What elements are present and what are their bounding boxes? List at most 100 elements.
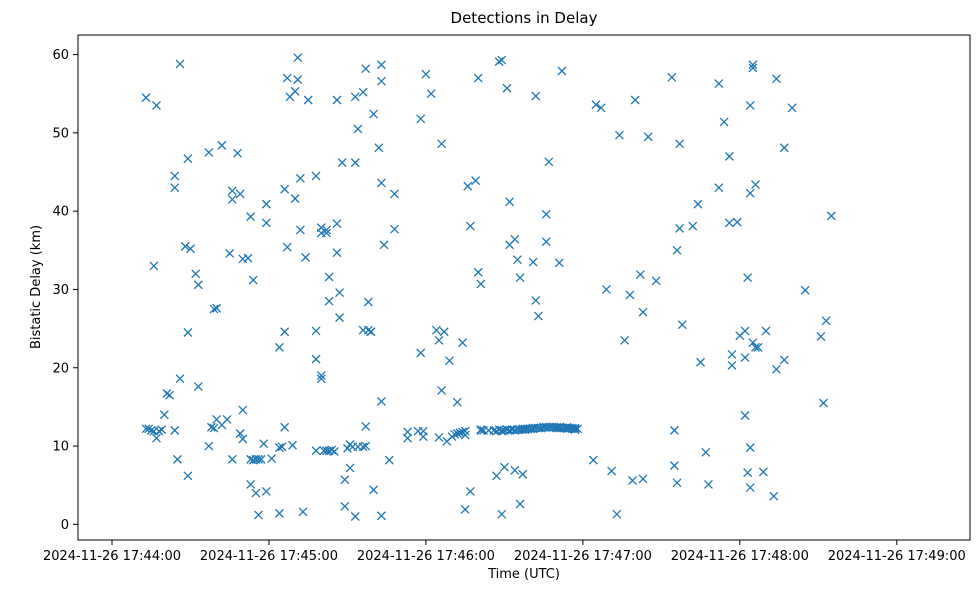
data-point	[180, 241, 190, 251]
data-point	[322, 225, 331, 235]
data-point	[350, 92, 360, 102]
data-point	[193, 280, 203, 290]
data-point	[819, 398, 828, 408]
data-point	[745, 101, 755, 110]
data-point	[175, 59, 185, 69]
data-point	[204, 147, 214, 157]
data-point	[186, 244, 195, 254]
data-point	[251, 488, 261, 498]
data-point	[473, 73, 483, 83]
data-point	[225, 248, 235, 258]
data-point	[361, 64, 371, 74]
data-point	[816, 331, 826, 341]
x-tick-label: 2024-11-26 17:48:00	[671, 549, 809, 564]
data-point	[554, 258, 564, 268]
data-point	[144, 424, 154, 434]
data-point	[376, 60, 386, 70]
data-point	[751, 342, 760, 352]
data-point	[358, 442, 368, 452]
data-point	[274, 508, 284, 518]
data-point	[531, 295, 541, 305]
data-point	[533, 311, 543, 321]
data-point	[518, 469, 528, 479]
data-point	[369, 109, 379, 119]
data-point	[601, 284, 611, 294]
data-point	[358, 87, 368, 97]
data-point	[233, 148, 243, 158]
data-point	[497, 55, 507, 65]
data-point	[259, 439, 269, 449]
data-point	[460, 430, 470, 440]
data-point	[727, 349, 737, 359]
data-point	[751, 180, 760, 190]
data-point	[295, 225, 305, 235]
data-point	[311, 354, 321, 364]
y-tick-label: 30	[52, 283, 69, 298]
data-point	[465, 221, 475, 231]
data-point	[379, 240, 389, 250]
data-point	[724, 151, 734, 161]
data-point	[256, 454, 266, 464]
data-point	[280, 184, 290, 194]
data-point	[714, 79, 724, 89]
data-point	[288, 440, 297, 450]
data-point	[384, 455, 394, 465]
data-point	[669, 461, 679, 471]
data-point	[280, 422, 290, 432]
data-point	[452, 429, 462, 438]
data-point	[505, 197, 515, 207]
data-point	[769, 491, 779, 501]
data-point	[719, 117, 729, 127]
data-point	[183, 471, 193, 481]
data-point	[667, 72, 677, 82]
data-point	[311, 326, 321, 336]
data-point	[149, 261, 159, 271]
data-point	[437, 385, 447, 395]
data-point	[204, 441, 214, 451]
data-point	[335, 313, 345, 323]
data-point	[298, 507, 308, 517]
data-point	[159, 410, 169, 420]
data-point	[327, 445, 337, 455]
x-tick-label: 2024-11-26 17:49:00	[828, 549, 966, 564]
data-point	[274, 342, 284, 352]
data-point	[460, 505, 470, 514]
data-point	[651, 276, 661, 286]
data-point	[460, 426, 470, 436]
data-point	[209, 304, 219, 314]
data-point	[748, 60, 758, 70]
data-point	[311, 171, 321, 181]
data-point	[350, 512, 360, 521]
chart-title: Detections in Delay	[451, 9, 598, 27]
data-point	[510, 234, 520, 244]
plot-area-frame	[77, 34, 971, 541]
data-point	[499, 462, 509, 472]
data-point	[246, 212, 256, 222]
data-point	[363, 297, 373, 307]
data-point	[416, 114, 426, 124]
data-point	[183, 154, 193, 164]
data-point	[183, 328, 193, 337]
data-point	[191, 269, 201, 279]
data-point	[193, 382, 203, 392]
data-point	[146, 425, 156, 435]
data-point	[361, 441, 371, 451]
data-point	[779, 355, 789, 365]
data-point	[541, 209, 551, 219]
data-point	[771, 74, 781, 84]
data-point	[724, 218, 734, 228]
data-point	[157, 425, 167, 435]
data-point	[324, 296, 334, 306]
data-point	[293, 53, 303, 63]
data-point	[437, 139, 447, 149]
data-point	[541, 237, 551, 247]
data-point	[170, 425, 180, 435]
data-point	[324, 272, 334, 282]
data-point	[301, 252, 311, 262]
data-point	[345, 463, 355, 473]
data-point	[714, 183, 724, 193]
data-point	[740, 353, 750, 363]
data-point	[332, 219, 342, 229]
data-point	[212, 303, 222, 313]
